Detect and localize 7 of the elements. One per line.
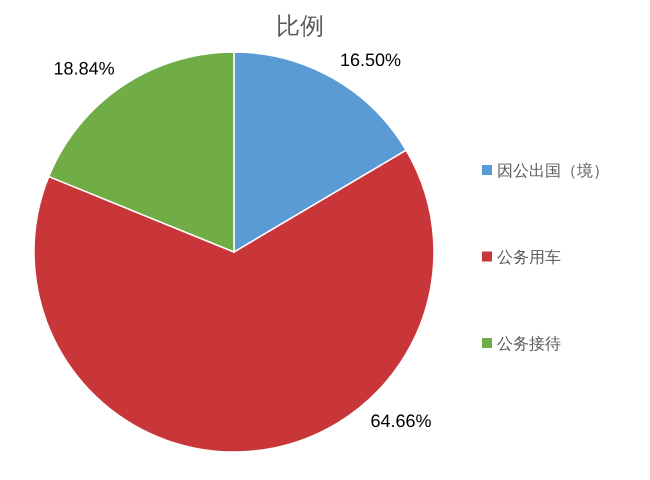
- legend-label: 公务接待: [497, 335, 561, 353]
- legend-label: 因公出国（境）: [497, 162, 609, 180]
- chart-title: 比例: [276, 13, 324, 40]
- legend-label: 公务用车: [497, 248, 561, 266]
- data-label: 16.50%: [340, 50, 402, 70]
- data-label: 64.66%: [370, 410, 432, 431]
- data-label: 18.84%: [54, 58, 115, 78]
